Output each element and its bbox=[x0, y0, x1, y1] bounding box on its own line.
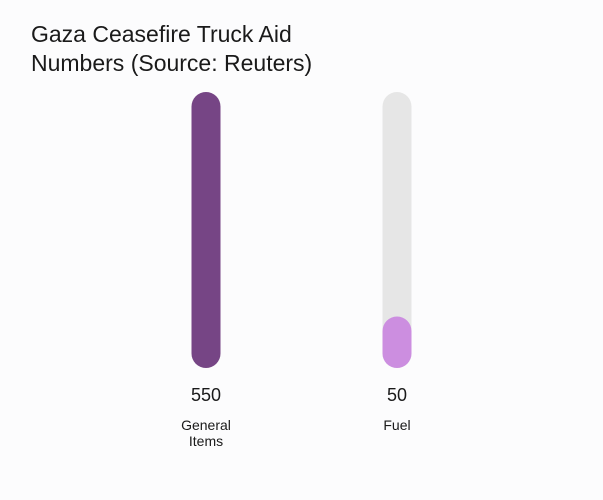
bar-fuel bbox=[382, 316, 412, 368]
value-label-general-items: 550 bbox=[191, 385, 221, 405]
category-label-line: Items bbox=[189, 433, 223, 449]
value-label-fuel: 50 bbox=[387, 385, 407, 405]
category-label-line: General bbox=[181, 417, 231, 433]
bar-track-fuel bbox=[382, 92, 412, 368]
bar-general-items bbox=[191, 92, 221, 368]
category-label-line: Fuel bbox=[383, 417, 410, 433]
chart-title: Gaza Ceasefire Truck Aid Numbers (Source… bbox=[31, 21, 313, 76]
category-label-fuel: Fuel bbox=[383, 417, 410, 433]
category-label-general-items: General Items bbox=[181, 417, 231, 449]
